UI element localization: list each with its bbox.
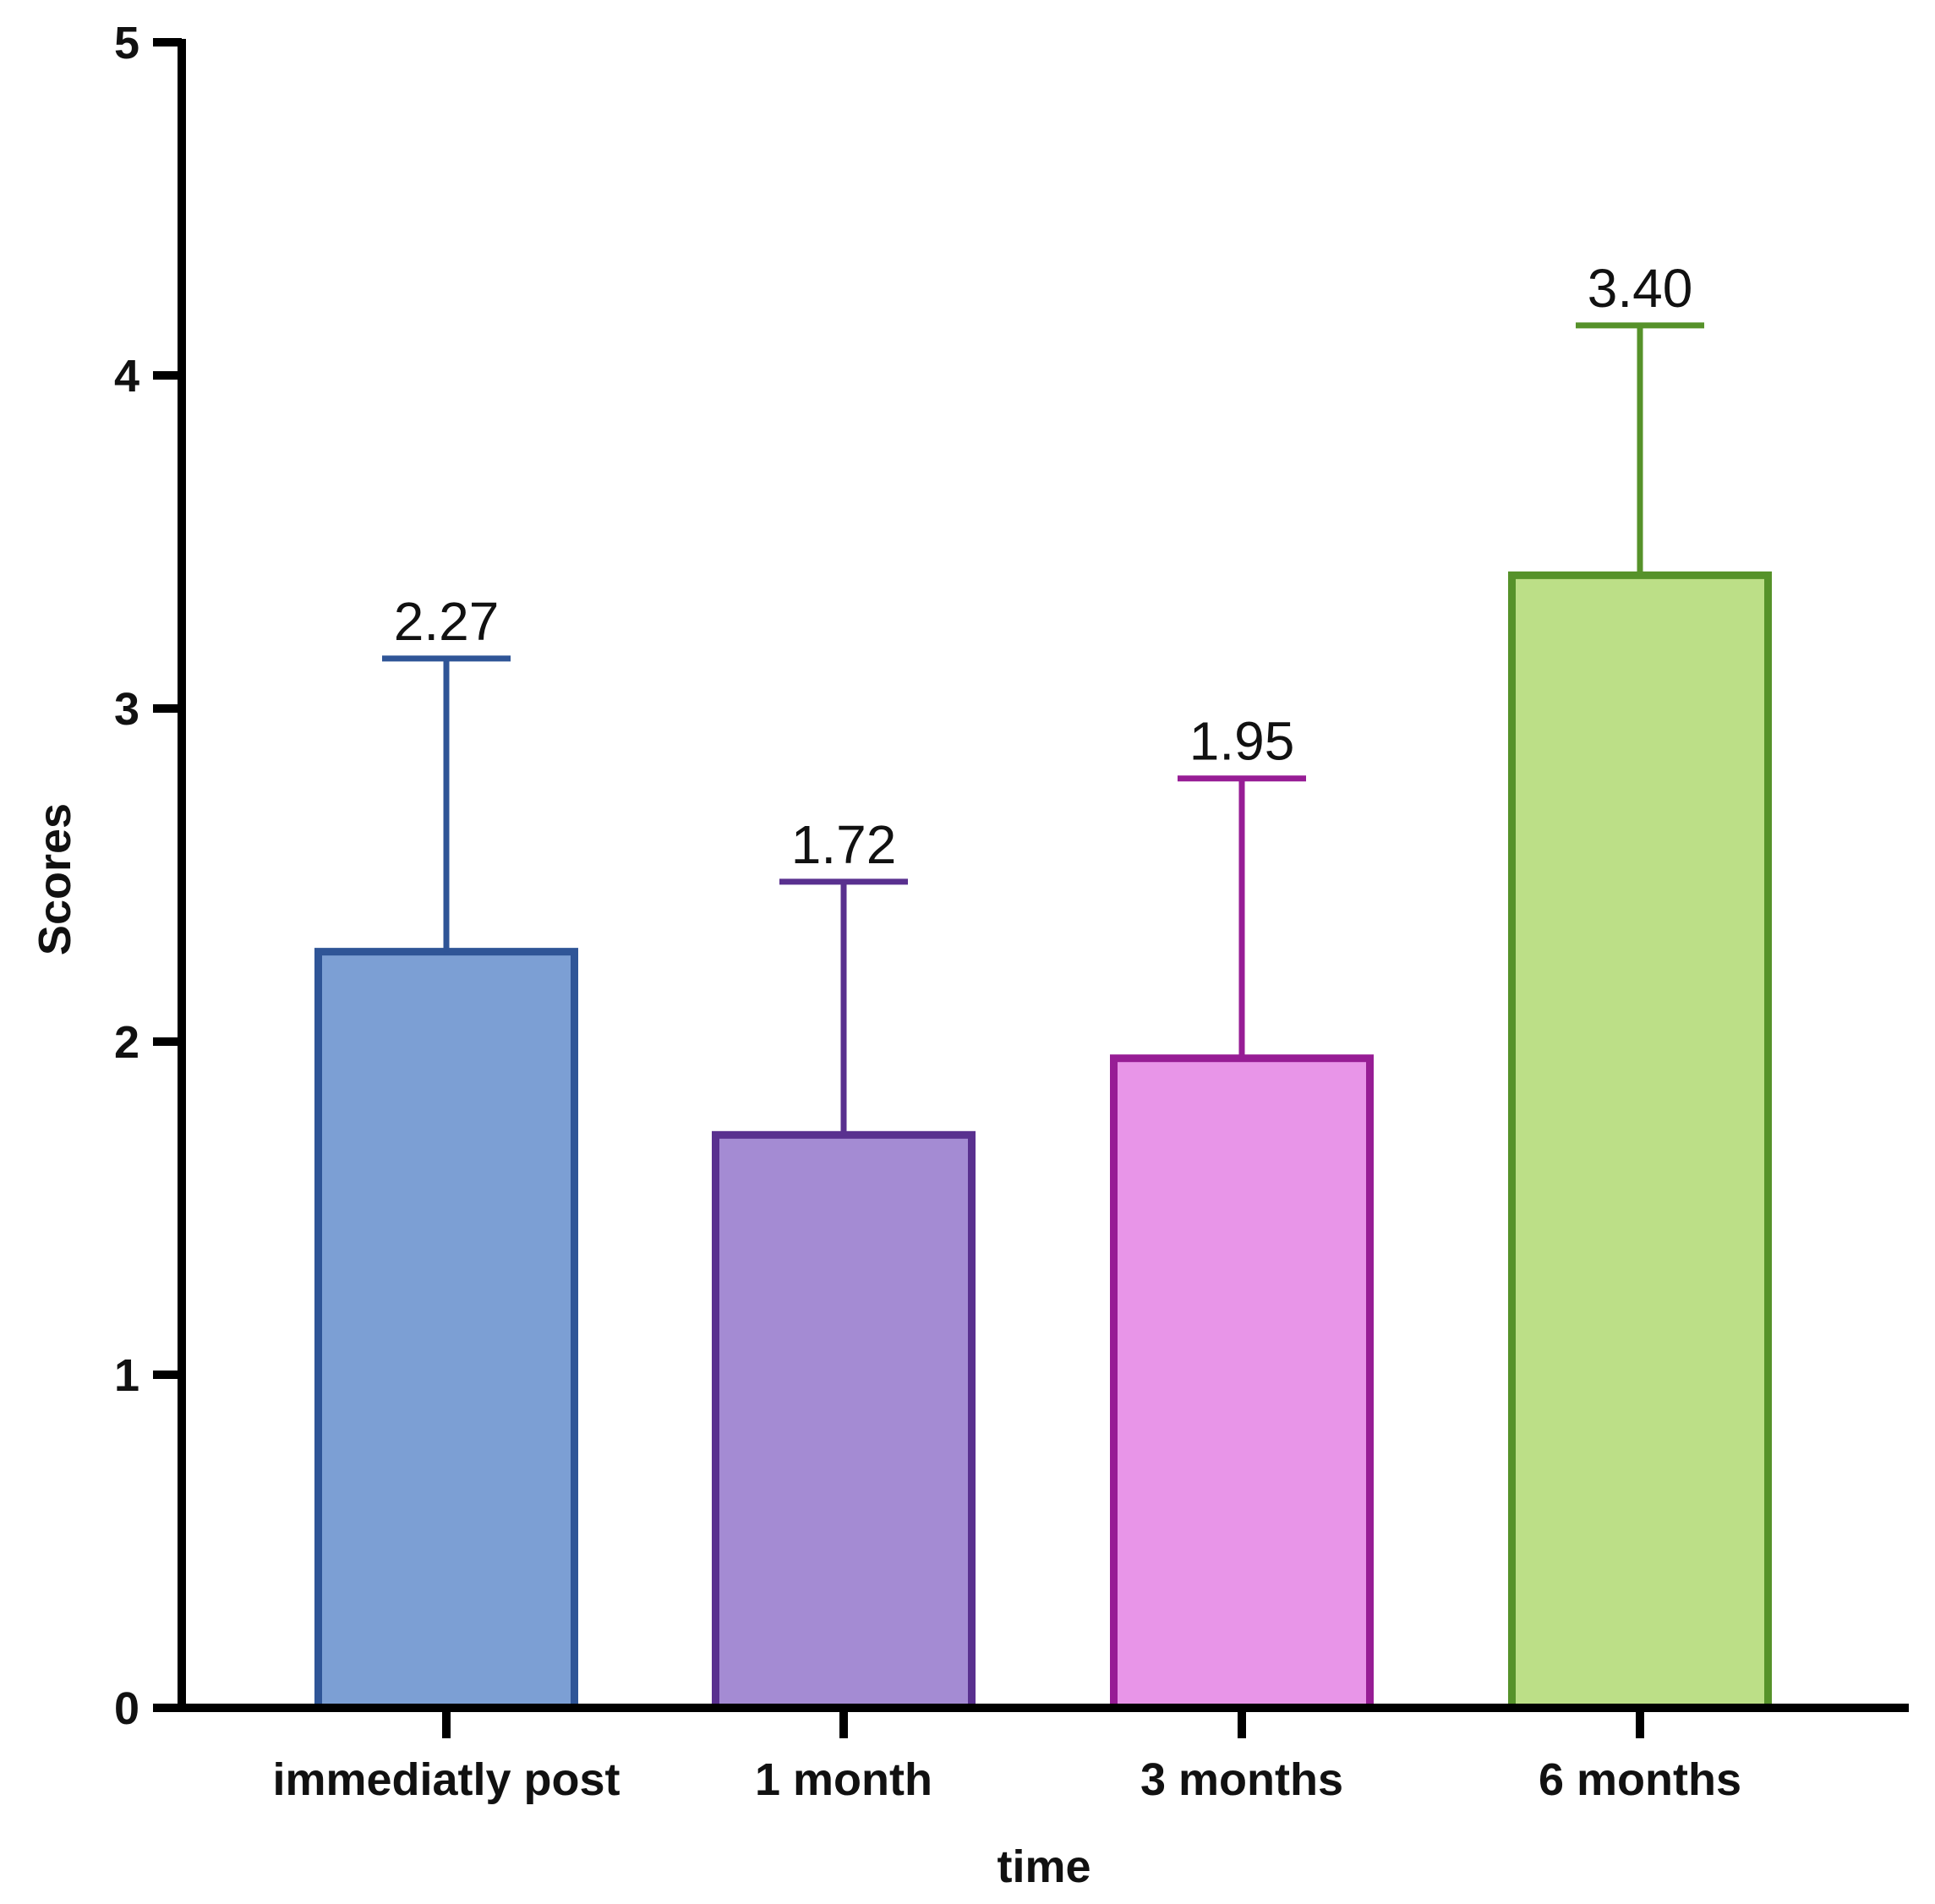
data-labels: 2.27 1.72 1.95 3.40: [394, 258, 1693, 875]
bar-value-label: 3.40: [1588, 258, 1693, 319]
bar: [712, 1130, 976, 1712]
bar: [1508, 571, 1772, 1712]
x-tick-label: 1 month: [755, 1754, 932, 1805]
x-tick-label: 3 months: [1140, 1754, 1343, 1805]
y-axis-ticks: 0 1 2 3 4 5: [114, 18, 182, 1734]
x-tick-label: 6 months: [1539, 1754, 1741, 1805]
x-axis-title: time: [997, 1841, 1090, 1892]
y-tick-label: 0: [114, 1683, 139, 1734]
error-bars: [382, 322, 1704, 1135]
bars: [314, 571, 1772, 1712]
x-axis-ticks: immediatly post 1 month 3 months 6 months: [272, 1708, 1741, 1805]
y-tick-label: 5: [114, 18, 139, 68]
y-axis-title: Scores: [30, 803, 80, 955]
y-tick-label: 4: [114, 351, 139, 402]
bar: [314, 948, 578, 1712]
y-tick-label: 2: [114, 1017, 139, 1068]
y-tick-label: 3: [114, 684, 139, 735]
bar-value-label: 1.95: [1189, 711, 1295, 772]
x-tick-label: immediatly post: [272, 1754, 620, 1805]
bar-value-label: 1.72: [791, 814, 897, 875]
bar: [1110, 1054, 1374, 1712]
y-tick-label: 1: [114, 1350, 139, 1401]
bar-value-label: 2.27: [394, 591, 500, 652]
